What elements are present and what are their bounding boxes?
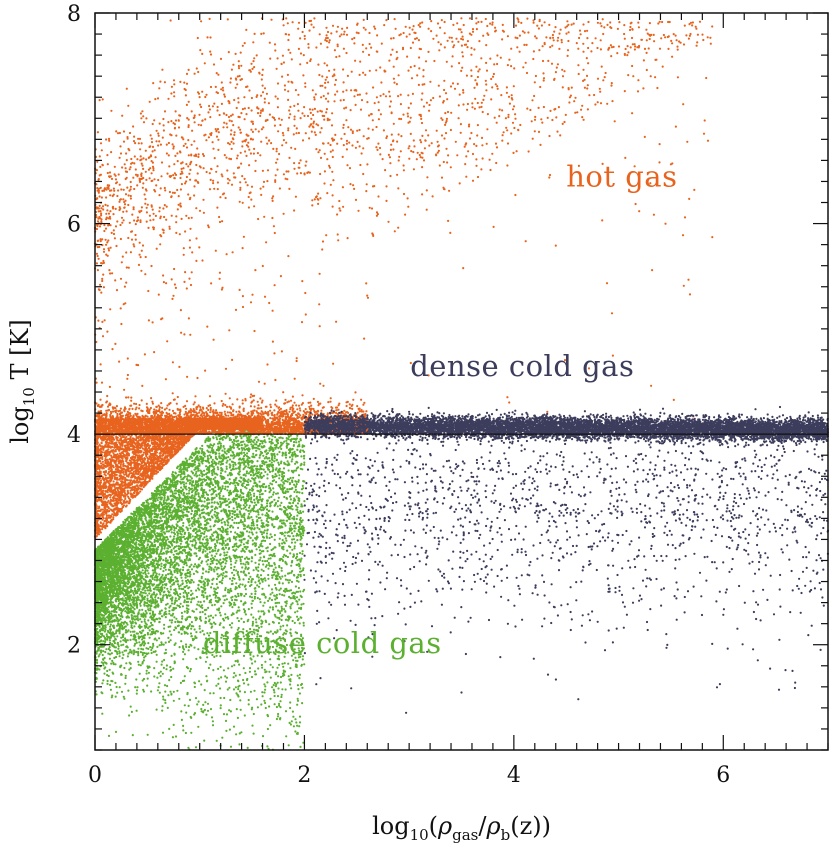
y-tick-label: 8 xyxy=(67,2,81,27)
x-tick-label: 2 xyxy=(297,763,311,788)
y-tick-label: 6 xyxy=(67,213,81,238)
series-points-hot-gas xyxy=(93,17,714,539)
data-points-layer xyxy=(93,17,830,751)
y-tick-label: 4 xyxy=(67,423,81,448)
series-label-diffuse-cold-gas: diffuse cold gas xyxy=(203,626,442,660)
series-points-diffuse-cold-gas xyxy=(93,427,306,751)
plot-frame xyxy=(94,12,829,751)
x-axis-label: log10(ρgas/ρb(z)) xyxy=(372,812,551,844)
series-points-dense-cold-gas xyxy=(303,405,830,714)
x-tick-label: 4 xyxy=(507,763,521,788)
x-tick-label: 0 xyxy=(88,763,102,788)
series-label-dense-cold-gas: dense cold gas xyxy=(410,349,634,383)
x-tick-label: 6 xyxy=(716,763,730,788)
series-label-hot-gas: hot gas xyxy=(566,160,677,194)
axis-tick-labels: 0 2 4 6 2 4 6 8 xyxy=(67,2,730,788)
y-axis-label: log10 T [K] xyxy=(6,319,38,444)
y-tick-label: 2 xyxy=(67,634,81,659)
axis-ticks xyxy=(94,12,829,751)
